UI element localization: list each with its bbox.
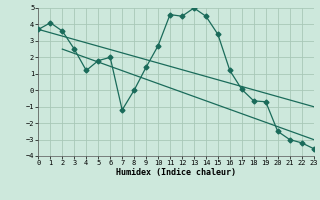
X-axis label: Humidex (Indice chaleur): Humidex (Indice chaleur) xyxy=(116,168,236,177)
